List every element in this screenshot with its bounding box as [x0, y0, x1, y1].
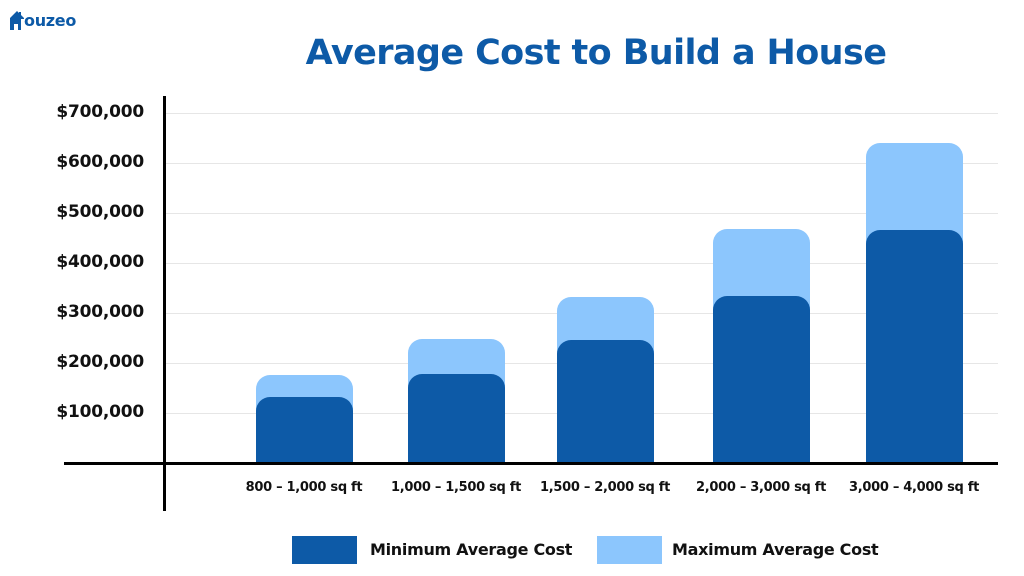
- gridline: [166, 113, 998, 114]
- y-tick-label: $300,000: [56, 302, 144, 322]
- legend-swatch-min: [292, 536, 357, 564]
- x-category-label: 1,000 – 1,500 sq ft: [390, 480, 522, 495]
- y-tick-label: $100,000: [56, 402, 144, 422]
- bar-minimum-cost: [256, 397, 353, 463]
- bar-minimum-cost: [866, 230, 963, 463]
- house-icon: [10, 11, 24, 30]
- x-category-label: 1,500 – 2,000 sq ft: [539, 480, 671, 495]
- y-tick-label: $700,000: [56, 102, 144, 122]
- logo-text: ouzeo: [24, 11, 77, 30]
- legend-swatch-max: [597, 536, 662, 564]
- bar-minimum-cost: [557, 340, 654, 463]
- gridline: [166, 263, 998, 264]
- legend-label-max: Maximum Average Cost: [672, 540, 879, 559]
- bar-minimum-cost: [408, 374, 505, 463]
- y-axis-line: [163, 96, 166, 511]
- chart-title: Average Cost to Build a House: [305, 33, 887, 73]
- houzeo-logo: ouzeo: [10, 10, 76, 30]
- y-tick-label: $600,000: [56, 152, 144, 172]
- bar-minimum-cost: [713, 296, 810, 463]
- x-axis-line: [64, 462, 998, 465]
- legend-label-min: Minimum Average Cost: [370, 540, 573, 559]
- x-category-label: 3,000 – 4,000 sq ft: [848, 480, 980, 495]
- y-tick-label: $200,000: [56, 352, 144, 372]
- gridline: [166, 163, 998, 164]
- gridline: [166, 213, 998, 214]
- x-category-label: 2,000 – 3,000 sq ft: [695, 480, 827, 495]
- y-tick-label: $400,000: [56, 252, 144, 272]
- x-category-label: 800 – 1,000 sq ft: [245, 480, 363, 495]
- y-tick-label: $500,000: [56, 202, 144, 222]
